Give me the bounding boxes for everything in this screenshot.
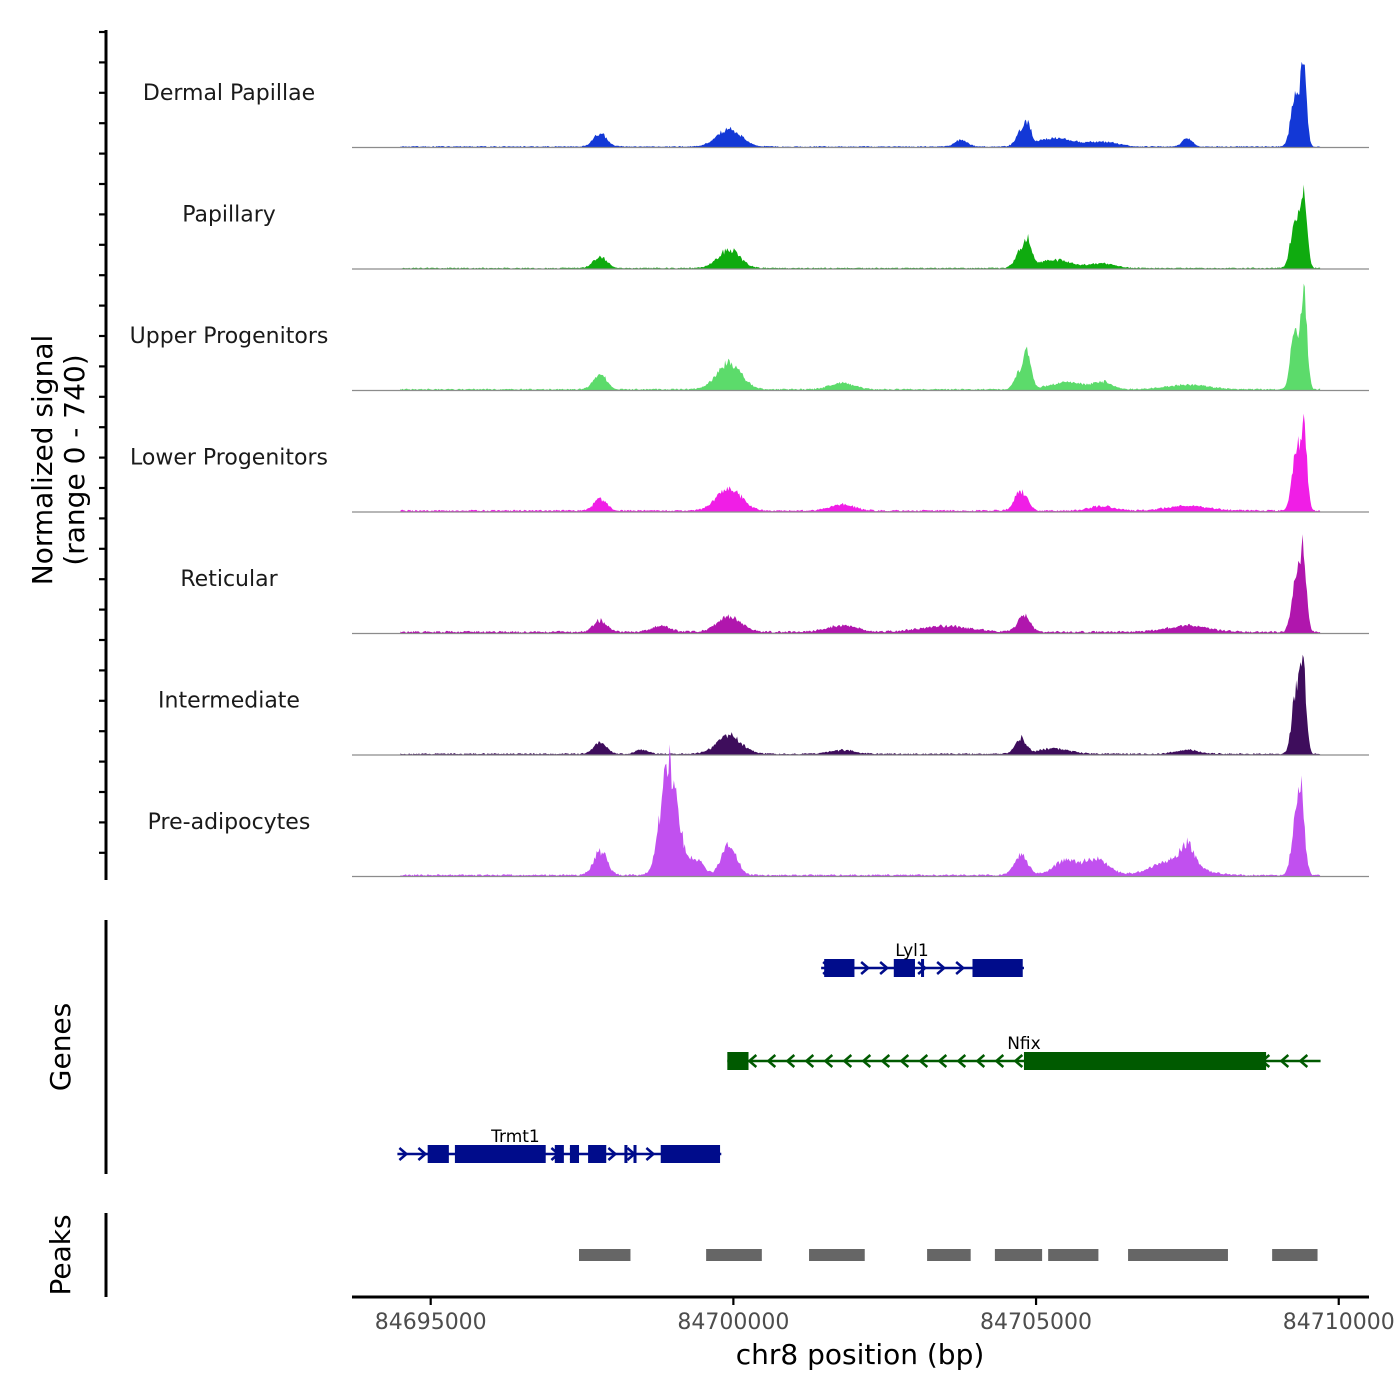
gene-exon <box>727 1052 749 1070</box>
signal-track: Reticular <box>180 534 1369 635</box>
peaks-track-title: Peaks <box>44 1214 77 1295</box>
track-label: Reticular <box>180 567 278 592</box>
strand-arrow <box>607 1147 618 1161</box>
signal-tracks: Dermal Papillae Papillary Upper Progenitor… <box>130 61 1369 878</box>
strand-arrow <box>937 1054 948 1068</box>
gene-exon <box>569 1145 580 1163</box>
track-label: Upper Progenitors <box>130 324 329 349</box>
peak-region <box>1272 1249 1318 1261</box>
strand-arrow <box>1279 1054 1290 1068</box>
gene-label: Trmt1 <box>490 1127 540 1147</box>
peak-region <box>706 1249 762 1261</box>
signal-track: Upper Progenitors <box>130 283 1369 392</box>
strand-arrow <box>936 961 947 975</box>
signal-area <box>400 413 1321 512</box>
peak-region <box>927 1249 971 1261</box>
peak-region <box>1048 1249 1099 1261</box>
gene-model: Lyl1 <box>821 941 1024 977</box>
strand-arrow <box>861 1054 872 1068</box>
signal-y-ticks <box>99 30 106 854</box>
strand-arrow <box>994 1054 1005 1068</box>
track-label: Pre-adipocytes <box>148 810 311 835</box>
x-axis-ticks: 84695000 84700000 84705000 84710000 <box>375 1297 1395 1335</box>
strand-arrow <box>918 1054 929 1068</box>
track-label: Intermediate <box>158 689 300 714</box>
signal-track: Lower Progenitors <box>130 413 1369 513</box>
gene-exon <box>633 1145 637 1163</box>
strand-arrow <box>804 1054 815 1068</box>
track-label: Lower Progenitors <box>130 446 328 471</box>
strand-arrow <box>417 1147 428 1161</box>
strand-arrow <box>917 961 928 975</box>
y-axis-title: Normalized signal (range 0 - 740) <box>26 335 91 586</box>
strand-arrow <box>747 1054 758 1068</box>
strand-arrow <box>1013 1054 1024 1068</box>
gene-label: Nfix <box>1007 1034 1041 1054</box>
signal-area <box>400 654 1321 755</box>
strand-arrow <box>899 1054 910 1068</box>
signal-track: Intermediate <box>158 654 1369 756</box>
gene-label: Lyl1 <box>895 941 929 961</box>
gene-exon <box>427 1145 449 1163</box>
gene-exon <box>588 1145 607 1163</box>
peak-region <box>809 1249 865 1261</box>
signal-area <box>400 184 1321 269</box>
y-axis-title-line1: Normalized signal <box>26 335 59 586</box>
strand-arrow <box>860 961 871 975</box>
gene-model: Nfix <box>727 1034 1321 1070</box>
strand-arrow <box>785 1054 796 1068</box>
x-tick-label: 84700000 <box>677 1310 789 1335</box>
signal-track: Dermal Papillae <box>143 61 1369 149</box>
gene-exon <box>454 1145 546 1163</box>
genes-track-title: Genes <box>44 1003 77 1091</box>
strand-arrow <box>398 1147 409 1161</box>
gene-model: Trmt1 <box>397 1127 722 1163</box>
strand-arrow <box>879 961 890 975</box>
gene-exon <box>972 959 1023 977</box>
signal-area <box>400 283 1321 391</box>
signal-track: Papillary <box>182 184 1369 270</box>
gene-exon <box>624 1145 628 1163</box>
peak-track <box>579 1249 1318 1261</box>
gene-exon <box>921 959 925 977</box>
gene-exon <box>660 1145 721 1163</box>
signal-area <box>400 61 1321 148</box>
strand-arrow <box>956 1054 967 1068</box>
strand-arrow <box>645 1147 656 1161</box>
peak-region <box>994 1249 1043 1261</box>
x-tick-label: 84695000 <box>375 1310 487 1335</box>
strand-arrow <box>880 1054 891 1068</box>
strand-arrow <box>975 1054 986 1068</box>
x-tick-label: 84710000 <box>1283 1310 1395 1335</box>
signal-track: Pre-adipocytes <box>148 744 1369 878</box>
peak-region <box>579 1249 631 1261</box>
gene-exon <box>1023 1052 1267 1070</box>
track-label: Dermal Papillae <box>143 81 315 106</box>
y-axis-title-line2: (range 0 - 740) <box>58 354 91 565</box>
gene-exon <box>554 1145 564 1163</box>
strand-arrow <box>823 1054 834 1068</box>
peak-region <box>1128 1249 1228 1261</box>
strand-arrow <box>955 961 966 975</box>
strand-arrow <box>766 1054 777 1068</box>
x-tick-label: 84705000 <box>980 1310 1092 1335</box>
strand-arrow <box>842 1054 853 1068</box>
strand-arrow <box>1298 1054 1309 1068</box>
gene-exon <box>824 959 855 977</box>
signal-area <box>400 534 1321 634</box>
gene-track: Lyl1 Nfix Trmt1 <box>397 941 1321 1163</box>
x-axis-title: chr8 position (bp) <box>736 1338 985 1371</box>
gene-exon <box>893 959 915 977</box>
track-label: Papillary <box>182 203 276 228</box>
signal-area <box>400 744 1321 877</box>
